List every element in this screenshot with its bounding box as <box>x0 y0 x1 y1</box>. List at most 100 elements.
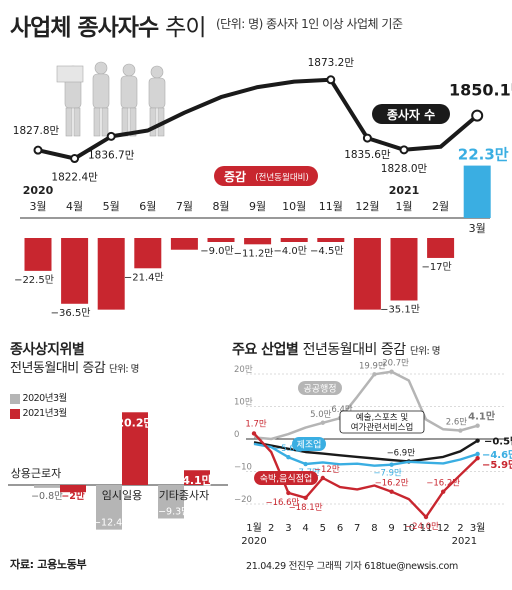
industry-point-label: −18.1만 <box>289 503 323 513</box>
status-bar <box>60 485 86 493</box>
bar-value-label: −35.1만 <box>380 303 420 315</box>
status-unit: 단위: 명 <box>108 364 139 375</box>
status-bar <box>96 485 122 530</box>
x-tick-label: 4 <box>302 523 308 534</box>
x-tick-label: 9 <box>388 523 394 534</box>
industry-point <box>458 428 463 433</box>
x-year-label: 2021 <box>452 536 477 547</box>
line-series-label-text: 종사자 수 <box>387 107 435 122</box>
bar <box>427 238 455 258</box>
industry-point-label: −16.6만 <box>265 498 299 508</box>
series-tag-text: 제조업 <box>297 440 322 451</box>
bar-category-label: 4월 <box>66 200 83 213</box>
status-bar <box>184 470 210 485</box>
bar-category-label: 12월 <box>355 200 379 213</box>
industry-point-label: −0.5만 <box>484 435 512 448</box>
series-tag-text: 숙박,음식점업 <box>260 473 313 485</box>
line-point <box>399 145 409 155</box>
bar-category-label: 8월 <box>212 200 229 213</box>
x-tick-label: 5 <box>320 523 326 534</box>
industry-point-label: 6.4만 <box>331 405 353 415</box>
status-bar <box>34 485 60 488</box>
industry-point <box>303 461 308 467</box>
line-point <box>70 154 80 164</box>
bar <box>134 238 162 269</box>
status-bar <box>122 412 148 485</box>
legend-2021-swatch <box>10 408 20 419</box>
industry-point-label: 19.9만 <box>359 361 386 371</box>
bar <box>317 238 345 242</box>
legend-2021-label: 2021년3월 <box>22 408 68 419</box>
bar <box>390 238 418 301</box>
industry-point <box>320 475 325 481</box>
bar <box>170 238 198 250</box>
x-tick-label: 10 <box>402 523 415 534</box>
industry-title: 주요 산업별 전년동월대비 증감 단위: 명 <box>232 339 440 359</box>
legend-2021: 2021년3월 <box>10 405 67 419</box>
status-title: 종사상지위별 <box>10 342 85 358</box>
industry-point-label: −6.9만 <box>387 448 416 458</box>
y-tick-label: 20만 <box>234 365 253 375</box>
bar-category-label: 7월 <box>176 200 193 213</box>
industry-point <box>372 372 377 377</box>
bar <box>207 238 235 242</box>
status-subtitle: 전년동월대비 증감 단위: 명 <box>10 357 139 376</box>
yoy-change-bar-group: 2020 2021 3월 −22.5만 4월 −36.5만 5월 6월 −21.4만 7월 8월 −9… <box>14 146 509 319</box>
industry-point <box>251 431 257 436</box>
bar-value-label: −4.5만 <box>310 245 343 257</box>
bar-category-label: 3월 <box>29 200 46 213</box>
series-tag <box>292 437 326 451</box>
bar-category-label: 10월 <box>282 200 306 213</box>
industry-point-label: 1.7만 <box>245 419 267 429</box>
line-point-label: 1835.6만 <box>344 149 391 161</box>
x-tick-label: 11 <box>420 523 433 534</box>
legend-2020-swatch <box>10 393 20 404</box>
series-tag <box>339 410 425 434</box>
industry-point-label: −5.9만 <box>482 458 512 471</box>
status-bar-label: −12.4만 <box>93 518 131 529</box>
bar-category-label: 6월 <box>139 200 156 213</box>
industry-point-label: −7.9만 <box>373 469 402 479</box>
industry-unit: 단위: 명 <box>410 346 440 357</box>
industry-point-label: 2.6만 <box>446 418 468 428</box>
industry-point <box>286 455 291 460</box>
industry-point-label: −4.6만 <box>482 448 512 461</box>
industry-point <box>423 514 429 520</box>
x-tick-label: 8 <box>371 523 377 534</box>
series-tag-text: 여가관련서비스업 <box>351 422 414 433</box>
industry-point <box>286 490 291 496</box>
line-point <box>362 133 372 143</box>
title-bold: 사업체 종사자수 <box>10 15 159 41</box>
status-bar-label: −9.3만 <box>158 506 190 517</box>
legend-2020-label: 2020년3월 <box>22 393 68 404</box>
industry-point <box>475 455 480 461</box>
line-point-label: 1836.7만 <box>88 149 135 161</box>
bar-title-note: (전년동월대비) <box>255 172 309 183</box>
bar-value-label: 22.3만 <box>458 146 509 164</box>
status-category-label: 기타종사자 <box>159 489 210 502</box>
line-point <box>33 145 43 155</box>
industry-point-label: −16.2만 <box>426 479 460 489</box>
credit-text: 21.04.29 전진우 그래픽 기자 618tue@newsis.com <box>246 561 458 572</box>
chart-subtitle: (단위: 명) 종사자 1인 이상 사업체 기준 <box>216 17 403 31</box>
people-illustration <box>56 61 166 137</box>
status-subtitle-text: 전년동월대비 증감 <box>10 361 106 376</box>
top-chart: 1827.8만 1822.4만 1836.7만 1873.2만 1835.6만 1828.… <box>13 57 512 319</box>
industry-point-label: 20.7만 <box>382 359 409 369</box>
status-bar <box>158 485 184 519</box>
bar-value-label: −4.0만 <box>273 245 306 257</box>
bar <box>61 238 89 304</box>
bar-value-label: −17만 <box>421 261 451 273</box>
industry-point <box>441 489 446 494</box>
bar-category-label: 9월 <box>249 200 266 213</box>
industry-point-label: 5.0만 <box>310 410 332 420</box>
y-tick-label: −10 <box>234 463 252 473</box>
industry-point-label: −24.0만 <box>405 522 439 532</box>
title-light: 추이 <box>165 15 206 41</box>
industry-line <box>253 370 478 441</box>
industry-point <box>389 369 394 374</box>
industry-point-label: −16.2만 <box>375 479 409 489</box>
